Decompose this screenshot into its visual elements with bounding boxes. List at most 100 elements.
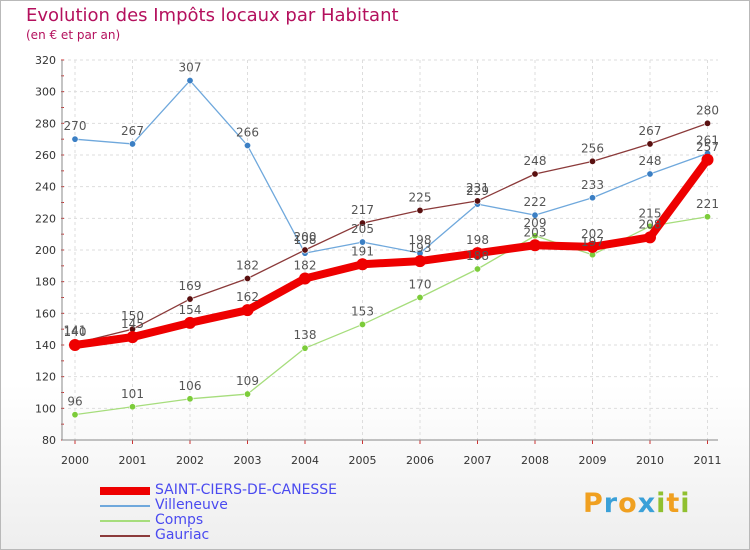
data-point <box>703 213 711 221</box>
y-tick-label: 280 <box>35 117 56 130</box>
data-label: 208 <box>639 217 662 231</box>
y-tick-label: 120 <box>35 371 56 384</box>
data-point <box>588 157 596 165</box>
logo-letter: x <box>637 488 657 519</box>
data-label: 109 <box>236 374 259 388</box>
x-tick-label: 2006 <box>406 454 434 467</box>
series-line-villeneuve <box>74 79 709 254</box>
data-label: 257 <box>696 140 719 154</box>
data-label: 266 <box>236 126 259 140</box>
data-point <box>531 170 539 178</box>
y-tick-label: 180 <box>35 276 56 289</box>
data-point <box>646 222 654 230</box>
data-point <box>71 135 79 143</box>
x-tick-label: 2005 <box>349 454 377 467</box>
y-tick-label: 140 <box>35 339 56 352</box>
data-label: 106 <box>179 379 202 393</box>
data-label: 182 <box>294 259 317 273</box>
data-label: 221 <box>696 197 719 211</box>
data-label: 182 <box>236 259 259 273</box>
data-label: 153 <box>351 304 374 318</box>
y-tick-label: 80 <box>42 434 56 447</box>
x-tick-label: 2000 <box>61 454 89 467</box>
data-point <box>356 258 369 271</box>
legend-swatch <box>100 505 150 507</box>
data-label: 270 <box>64 119 87 133</box>
data-point <box>701 153 714 166</box>
data-label: 202 <box>581 227 604 241</box>
data-label: 169 <box>179 279 202 293</box>
legend-swatch <box>100 535 150 537</box>
data-label: 203 <box>524 225 547 239</box>
data-label: 225 <box>409 190 432 204</box>
x-tick-label: 2011 <box>694 454 722 467</box>
data-point <box>414 255 426 268</box>
data-label: 96 <box>67 395 82 409</box>
data-label: 248 <box>639 154 662 168</box>
x-tick-label: 2004 <box>291 454 319 467</box>
data-label: 217 <box>351 203 374 217</box>
chart-subtitle: (en € et par an) <box>26 28 121 42</box>
logo-letter: P <box>583 488 604 519</box>
data-point <box>301 246 309 254</box>
data-label: 222 <box>524 195 547 209</box>
data-label: 267 <box>639 124 662 138</box>
data-point <box>588 194 596 202</box>
data-label: 138 <box>294 328 317 342</box>
data-label: 200 <box>294 230 317 244</box>
logo-letter: o <box>618 488 638 519</box>
data-point <box>129 140 137 148</box>
data-label: 191 <box>351 244 374 258</box>
data-label: 198 <box>409 233 432 247</box>
x-tick-label: 2010 <box>636 454 664 467</box>
y-tick-label: 100 <box>35 402 56 415</box>
legend-label: Comps <box>155 512 204 528</box>
data-point <box>244 390 252 398</box>
data-point <box>184 316 196 329</box>
data-point <box>186 77 194 85</box>
data-point <box>244 274 252 282</box>
legend-label: Villeneuve <box>155 497 228 513</box>
data-label: 150 <box>121 309 144 323</box>
x-tick-label: 2007 <box>464 454 492 467</box>
data-point <box>301 344 309 352</box>
y-tick-label: 160 <box>35 307 56 320</box>
x-tick-label: 2009 <box>579 454 607 467</box>
x-tick-label: 2002 <box>176 454 204 467</box>
data-point <box>586 240 599 253</box>
data-point <box>358 320 366 328</box>
y-tick-label: 240 <box>35 181 56 194</box>
y-tick-label: 220 <box>35 212 56 225</box>
data-label: 307 <box>179 61 202 75</box>
data-label: 205 <box>351 222 374 236</box>
data-point <box>71 411 79 419</box>
data-point <box>358 238 366 246</box>
data-label: 215 <box>639 206 662 220</box>
data-label: 141 <box>64 323 87 337</box>
legend-label: Gauriac <box>155 527 210 543</box>
data-point <box>186 395 194 403</box>
data-label: 197 <box>581 235 604 249</box>
y-tick-label: 260 <box>35 149 56 162</box>
data-label: 198 <box>466 233 489 247</box>
data-label: 101 <box>121 387 144 401</box>
y-tick-label: 300 <box>35 86 56 99</box>
logo-letter: i <box>680 488 691 519</box>
data-point <box>471 247 484 260</box>
data-point <box>703 119 711 127</box>
data-point <box>529 239 541 252</box>
data-point <box>531 232 539 240</box>
data-label: 248 <box>524 154 547 168</box>
data-label: 233 <box>581 178 604 192</box>
data-label: 280 <box>696 103 719 117</box>
data-point <box>416 293 424 301</box>
data-point <box>646 170 654 178</box>
data-point <box>644 231 656 244</box>
data-label: 231 <box>466 181 489 195</box>
data-label: 154 <box>179 303 202 317</box>
data-point <box>244 142 252 150</box>
data-point <box>126 331 139 344</box>
data-label: 261 <box>696 133 719 147</box>
x-tick-label: 2008 <box>521 454 549 467</box>
